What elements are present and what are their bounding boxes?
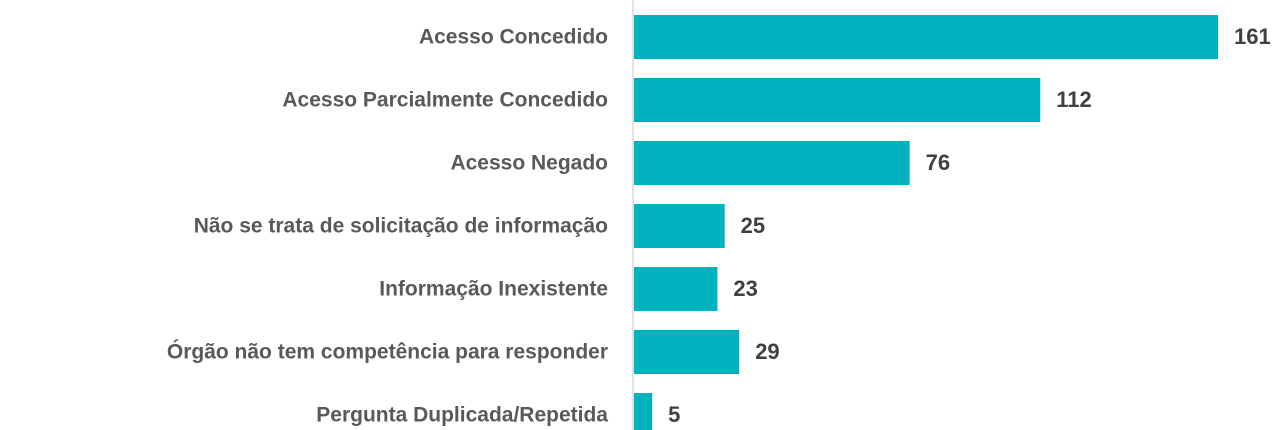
- value-label: 5: [668, 402, 680, 427]
- category-label: Órgão não tem competência para responder: [167, 340, 608, 364]
- category-label: Acesso Concedido: [419, 26, 608, 49]
- value-label: 112: [1056, 87, 1092, 112]
- bar: [634, 15, 1218, 59]
- category-label: Acesso Parcialmente Concedido: [282, 89, 608, 112]
- bar: [634, 141, 910, 185]
- category-label: Pergunta Duplicada/Repetida: [316, 404, 608, 427]
- category-label: Acesso Negado: [450, 152, 608, 175]
- category-label: Não se trata de solicitação de informaçã…: [194, 215, 608, 238]
- value-label: 25: [741, 213, 765, 238]
- value-label: 76: [926, 150, 950, 175]
- value-label: 161: [1234, 24, 1271, 49]
- bar: [634, 330, 740, 374]
- bar: [634, 78, 1041, 122]
- value-label: 23: [733, 276, 757, 301]
- bar: [634, 267, 718, 311]
- value-label: 29: [755, 339, 779, 364]
- category-label: Informação Inexistente: [379, 278, 608, 301]
- bar: [634, 204, 725, 248]
- bar: [634, 393, 653, 430]
